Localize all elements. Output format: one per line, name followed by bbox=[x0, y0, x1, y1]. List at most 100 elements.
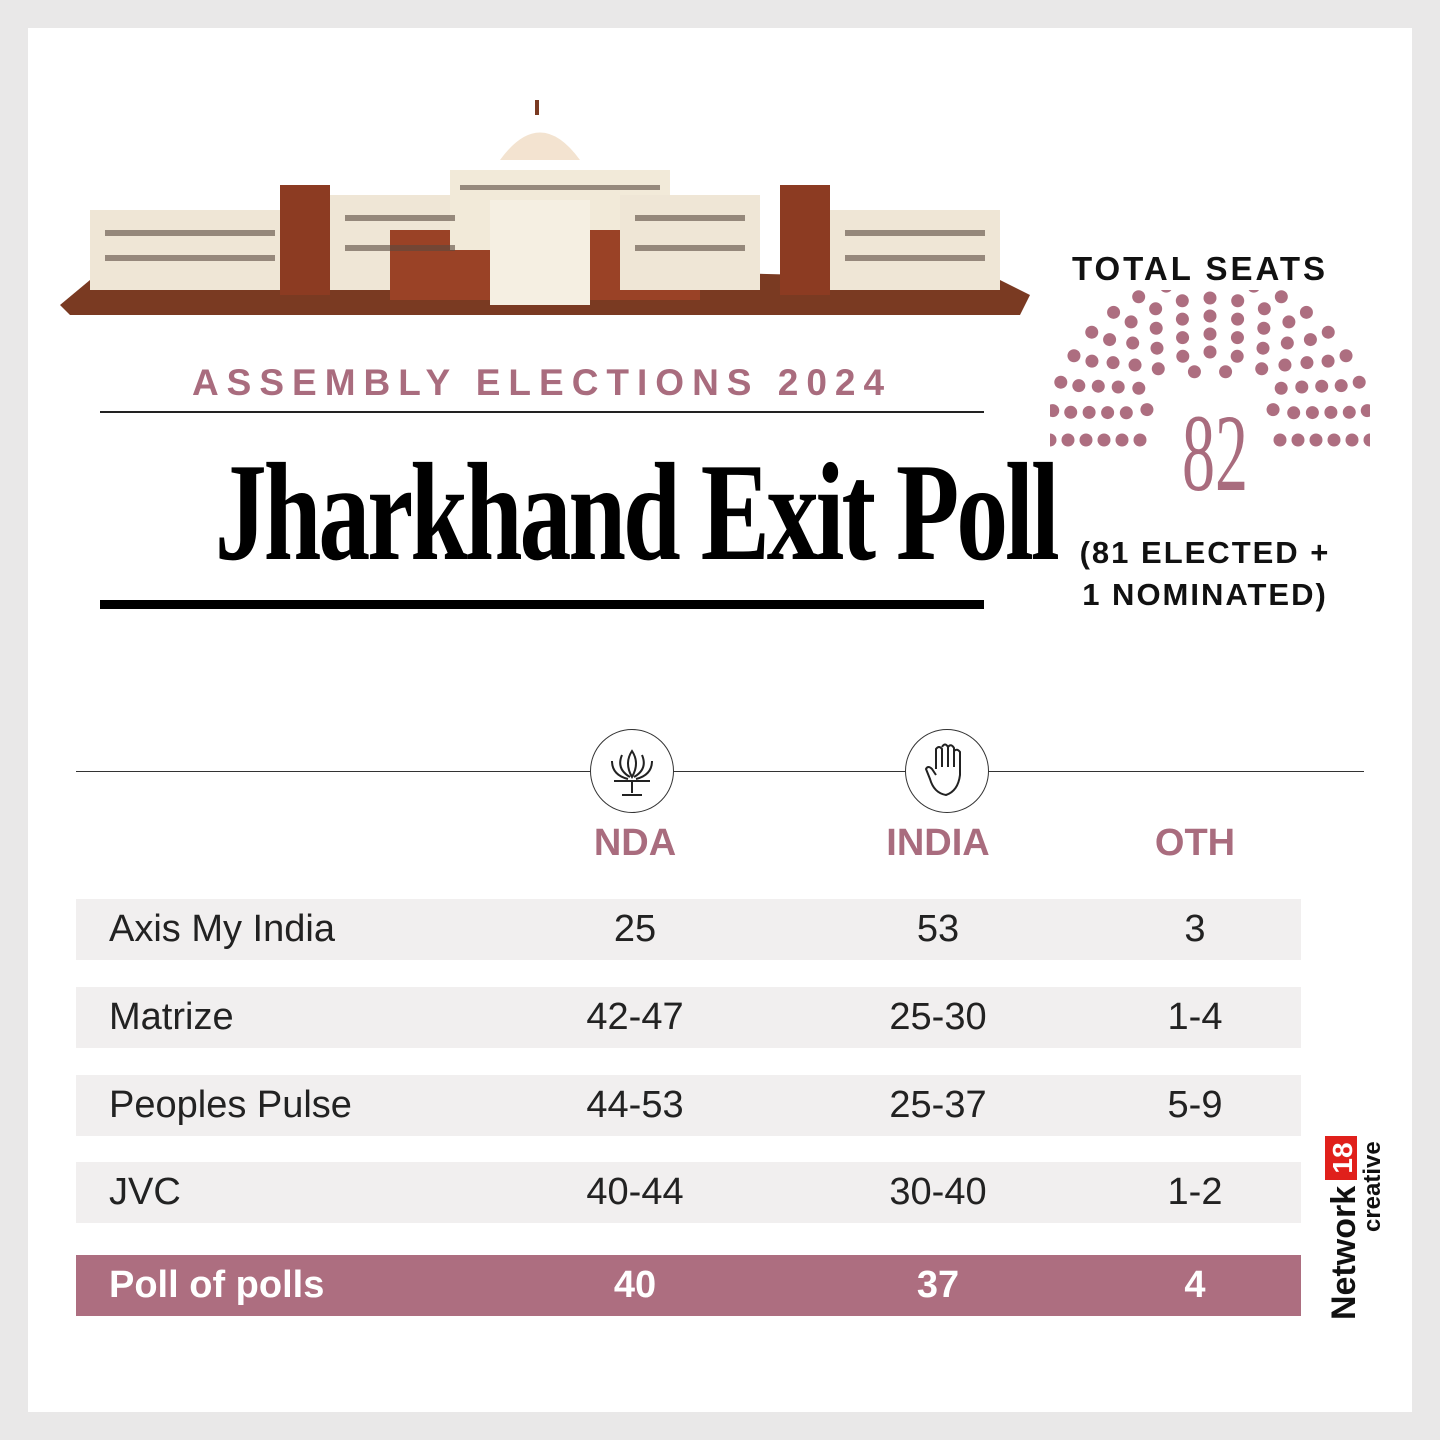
hand-icon bbox=[905, 729, 989, 813]
table-top-divider bbox=[76, 771, 1364, 772]
seat-dot bbox=[1061, 433, 1075, 447]
seat-dot bbox=[1175, 294, 1189, 308]
oth-value: 4 bbox=[1184, 1264, 1206, 1306]
seat-dot bbox=[1151, 362, 1165, 376]
seat-dot bbox=[1231, 294, 1245, 308]
seat-dot bbox=[1067, 349, 1081, 363]
title-underline bbox=[100, 600, 984, 609]
seat-dot bbox=[1256, 341, 1270, 355]
subtitle-line-1: (81 ELECTED + bbox=[1079, 535, 1331, 570]
seat-dot bbox=[1126, 336, 1140, 350]
column-header-india: INDIA bbox=[886, 822, 990, 864]
brand-name: Network bbox=[1325, 1186, 1363, 1320]
seat-dot bbox=[1305, 406, 1319, 420]
seat-dot bbox=[1257, 321, 1271, 335]
pollster-name: JVC bbox=[109, 1171, 181, 1213]
poll-of-polls-row: Poll of polls 40 37 4 bbox=[76, 1255, 1301, 1316]
kicker-heading: ASSEMBLY ELECTIONS 2024 bbox=[191, 362, 893, 403]
seat-dot bbox=[1085, 354, 1099, 368]
seat-dot bbox=[1054, 375, 1068, 389]
oth-value: 3 bbox=[1184, 908, 1206, 950]
seat-dot bbox=[1303, 333, 1317, 347]
oth-value: 1-2 bbox=[1167, 1171, 1223, 1213]
seat-dot bbox=[1072, 379, 1086, 393]
seat-dot bbox=[1230, 349, 1244, 363]
seat-dot bbox=[1230, 331, 1244, 345]
nda-value: 42-47 bbox=[586, 996, 684, 1038]
seat-dot bbox=[1315, 379, 1329, 393]
seat-dot bbox=[1257, 302, 1271, 316]
seat-dot bbox=[1295, 380, 1309, 394]
seat-dot bbox=[1101, 406, 1115, 420]
pollster-name: Poll of polls bbox=[109, 1264, 325, 1306]
brand-number: 18 bbox=[1327, 1142, 1358, 1173]
seat-dot bbox=[1334, 379, 1348, 393]
seat-dot bbox=[1345, 433, 1359, 447]
seat-dot bbox=[1082, 405, 1096, 419]
seat-dot bbox=[1203, 291, 1217, 305]
india-value: 30-40 bbox=[889, 1171, 987, 1213]
subtitle-line-2: 1 NOMINATED) bbox=[1082, 577, 1328, 612]
seat-dot bbox=[1360, 404, 1370, 418]
seat-dot bbox=[1079, 433, 1093, 447]
seat-dot bbox=[1321, 354, 1335, 368]
seat-dot bbox=[1231, 312, 1245, 326]
nda-value: 44-53 bbox=[586, 1084, 684, 1126]
seat-dot bbox=[1278, 358, 1292, 372]
seat-hemicycle-chart bbox=[1050, 290, 1370, 447]
seat-dot bbox=[1363, 433, 1370, 447]
table-row: JVC 40-44 30-40 1-2 bbox=[76, 1162, 1301, 1223]
india-value: 37 bbox=[916, 1264, 960, 1306]
network18-creative-logo: Network 18 creative bbox=[1325, 1136, 1382, 1320]
seat-dot bbox=[1273, 433, 1287, 447]
seat-dot bbox=[1176, 331, 1190, 345]
seat-dot bbox=[1300, 356, 1314, 370]
nda-value: 25 bbox=[613, 908, 657, 950]
seat-dot bbox=[1175, 312, 1189, 326]
seat-dot bbox=[1291, 433, 1305, 447]
oth-value: 1-4 bbox=[1167, 996, 1223, 1038]
divider bbox=[100, 411, 984, 413]
india-value: 53 bbox=[916, 908, 960, 950]
total-seats-label: TOTAL SEATS bbox=[1071, 250, 1329, 287]
seat-dot bbox=[1106, 356, 1120, 370]
seat-dot bbox=[1321, 325, 1335, 339]
pollster-name: Peoples Pulse bbox=[109, 1084, 352, 1126]
seat-dot bbox=[1248, 290, 1259, 293]
table-row: Peoples Pulse 44-53 25-37 5-9 bbox=[76, 1075, 1301, 1136]
seat-dot bbox=[1128, 358, 1142, 372]
seat-dot bbox=[1103, 333, 1117, 347]
seat-dot bbox=[1119, 406, 1133, 420]
india-value: 25-37 bbox=[889, 1084, 987, 1126]
seat-dot bbox=[1274, 381, 1288, 395]
seat-dot bbox=[1282, 315, 1296, 329]
seat-dot bbox=[1274, 290, 1288, 304]
seat-dot bbox=[1203, 345, 1217, 359]
brand-18-badge bbox=[1325, 1136, 1357, 1180]
seat-dot bbox=[1324, 405, 1338, 419]
total-seats-number: 82 bbox=[1182, 392, 1248, 514]
seat-dot bbox=[1132, 381, 1146, 395]
seat-dot bbox=[1309, 433, 1323, 447]
seat-dot bbox=[1064, 405, 1078, 419]
lotus-icon bbox=[590, 729, 674, 813]
seat-dot bbox=[1150, 341, 1164, 355]
seat-dot bbox=[1176, 349, 1190, 363]
seat-dot bbox=[1352, 375, 1366, 389]
seat-dot bbox=[1097, 433, 1111, 447]
table-row: Matrize 42-47 25-30 1-4 bbox=[76, 987, 1301, 1048]
page-title: Jharkhand Exit Poll bbox=[214, 435, 1060, 590]
column-header-oth: OTH bbox=[1154, 822, 1236, 864]
seat-dot bbox=[1085, 325, 1099, 339]
total-seats-subtitle: (81 ELECTED + 1 NOMINATED) bbox=[1040, 532, 1370, 616]
oth-value: 5-9 bbox=[1167, 1084, 1223, 1126]
india-value: 25-30 bbox=[889, 996, 987, 1038]
seat-dot bbox=[1203, 309, 1217, 323]
seat-dot bbox=[1091, 379, 1105, 393]
nda-value: 40 bbox=[613, 1264, 657, 1306]
table-row: Axis My India 25 53 3 bbox=[76, 899, 1301, 960]
seat-dot bbox=[1111, 380, 1125, 394]
seat-dot bbox=[1050, 433, 1057, 447]
seat-dot bbox=[1255, 362, 1269, 376]
seat-dot bbox=[1161, 290, 1172, 293]
